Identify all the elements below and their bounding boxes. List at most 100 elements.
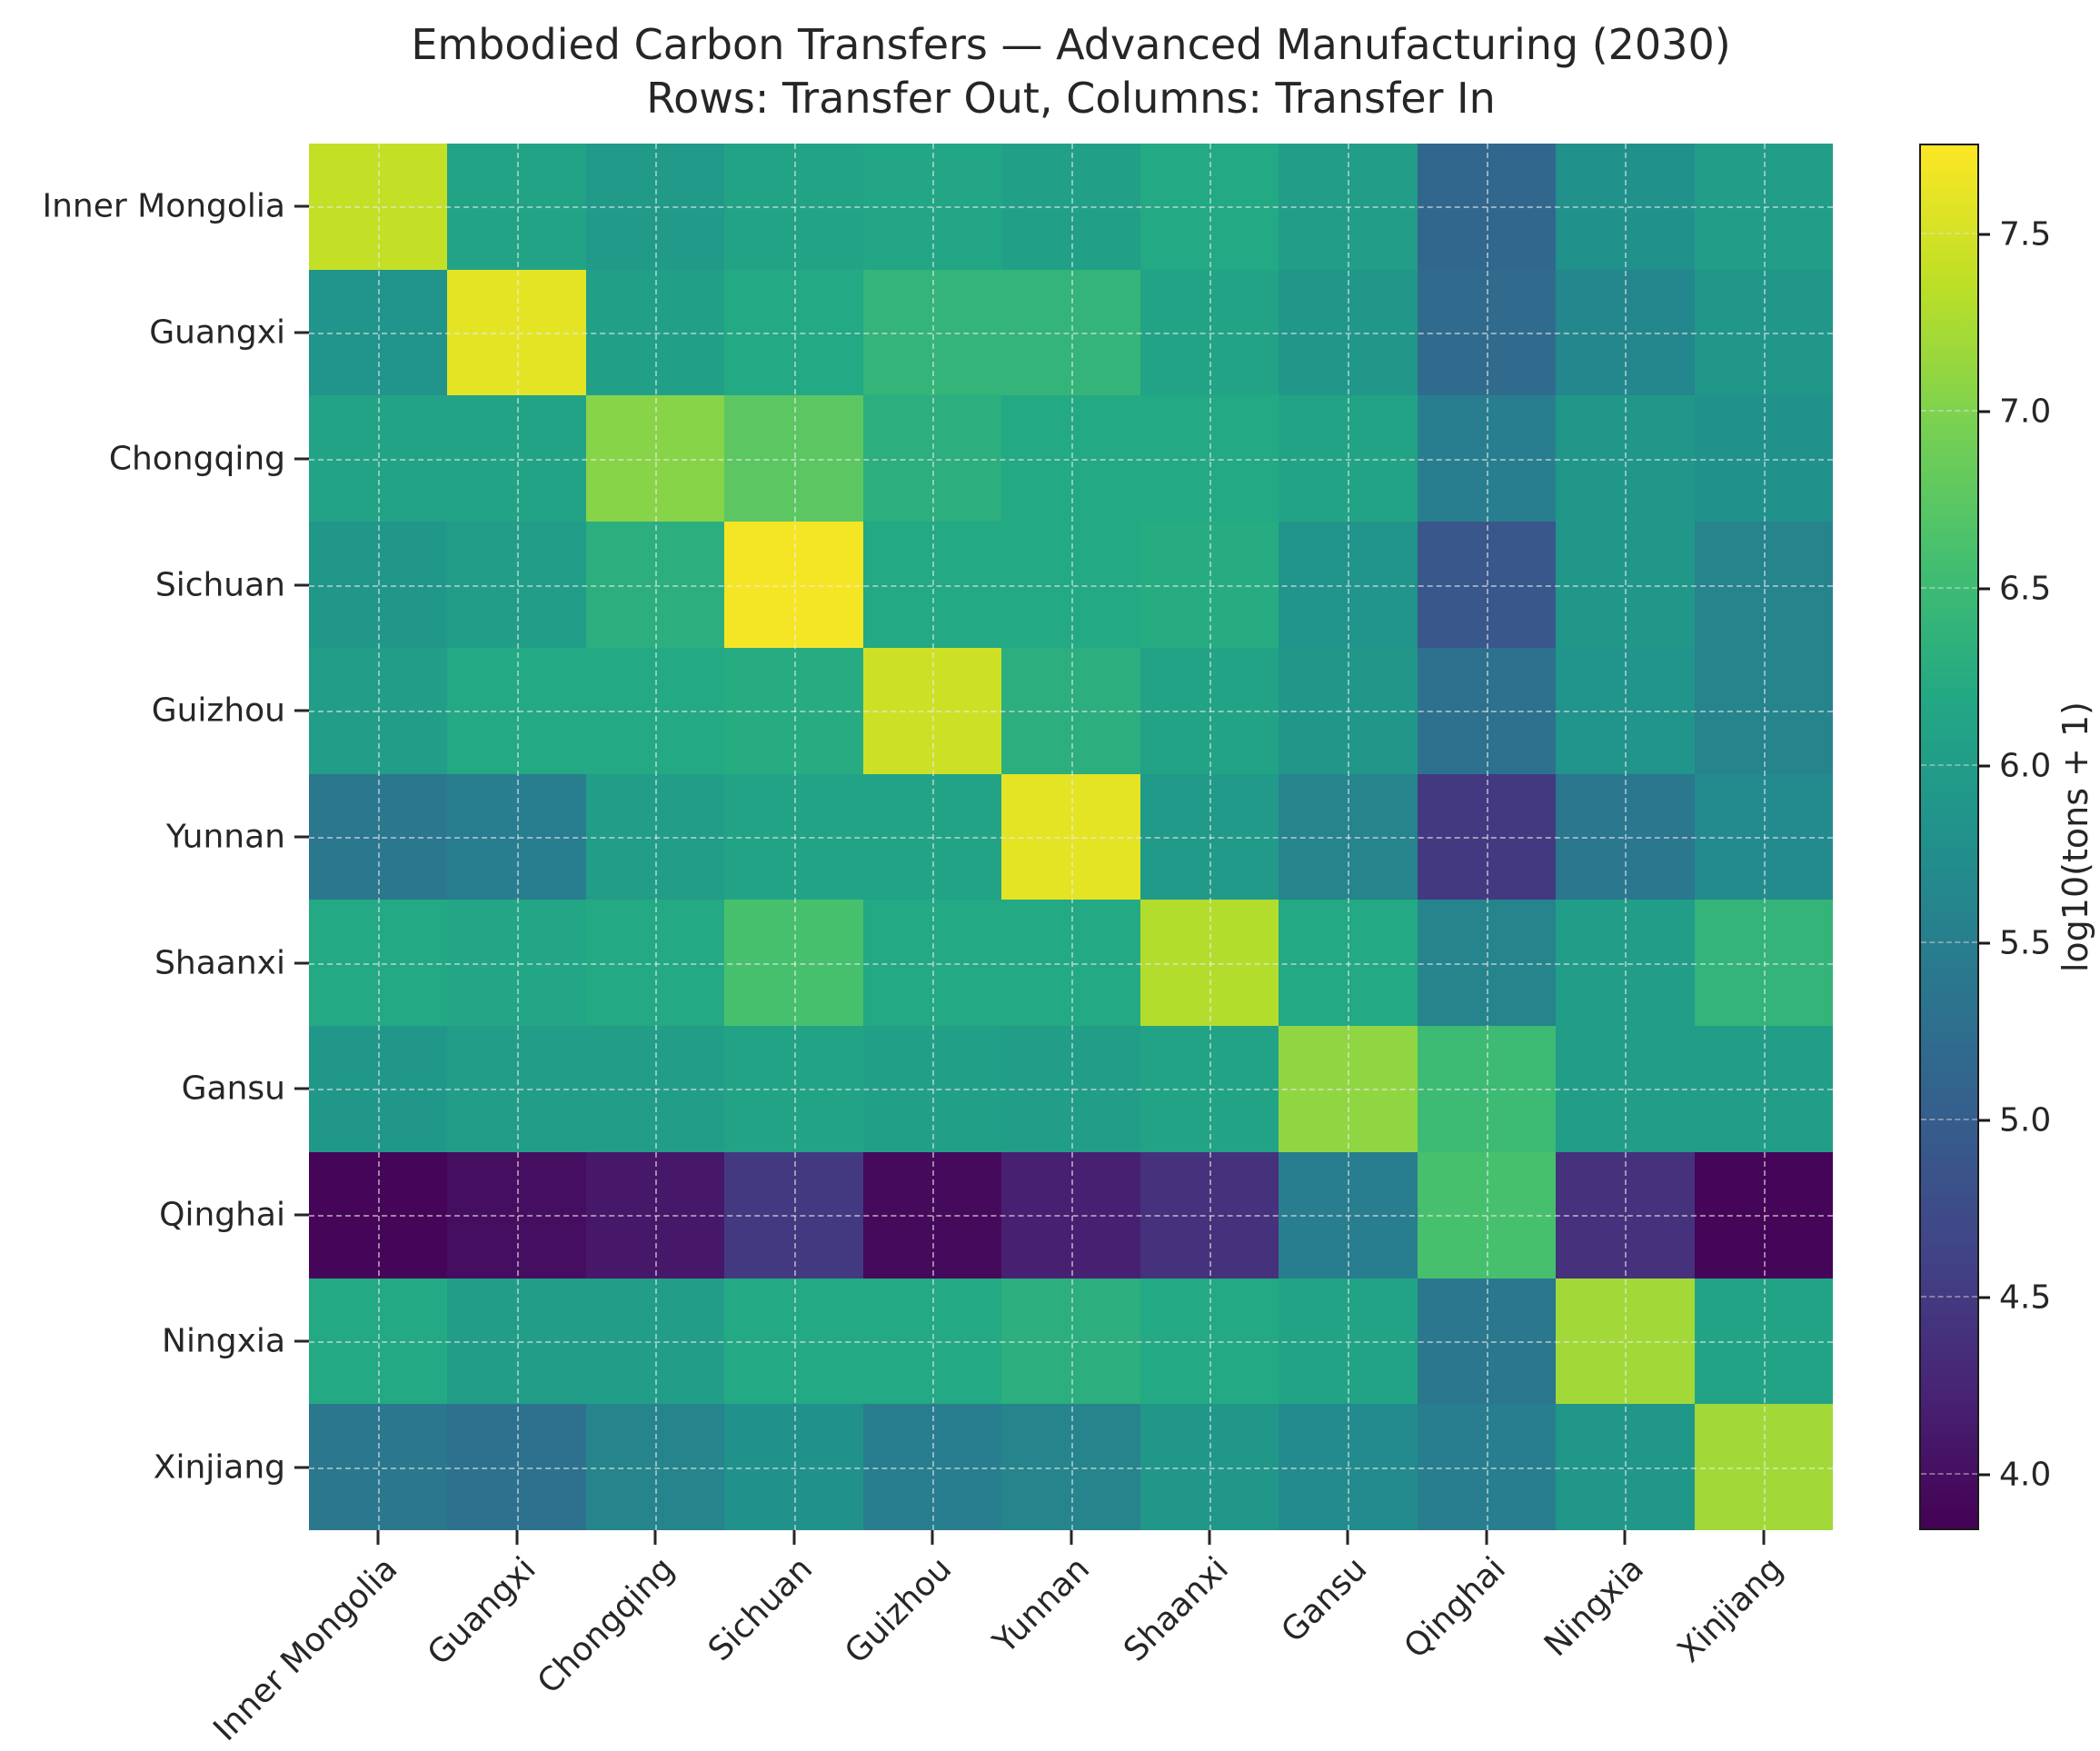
heatmap-cell xyxy=(724,1404,863,1530)
heatmap-cell xyxy=(1417,1026,1557,1152)
heatmap-cell xyxy=(1279,1278,1418,1405)
heatmap-cell xyxy=(1279,395,1418,522)
x-tick-mark xyxy=(1762,1530,1766,1545)
heatmap-cell xyxy=(1417,900,1557,1027)
y-tick-mark xyxy=(294,583,309,587)
heatmap-cell xyxy=(447,1278,586,1405)
y-tick-mark xyxy=(294,331,309,334)
y-axis-label: Ningxia xyxy=(162,1322,285,1360)
heatmap-cell xyxy=(1417,1404,1557,1530)
x-tick-mark xyxy=(1485,1530,1488,1545)
y-tick-mark xyxy=(294,961,309,965)
heatmap-cell xyxy=(724,395,863,522)
heatmap-cell xyxy=(447,1026,586,1152)
x-tick-mark xyxy=(792,1530,796,1545)
heatmap-cell xyxy=(1279,1026,1418,1152)
heatmap-cell xyxy=(1001,1404,1140,1530)
heatmap-cell xyxy=(1556,144,1695,270)
heatmap-cell xyxy=(309,144,448,270)
heatmap-cell xyxy=(1279,269,1418,396)
heatmap-cell xyxy=(1279,1404,1418,1530)
x-tick-mark xyxy=(376,1530,380,1545)
heatmap-cell xyxy=(1140,1278,1279,1405)
heatmap-cell xyxy=(1694,395,1833,522)
chart-title-block: Embodied Carbon Transfers — Advanced Man… xyxy=(309,18,1833,125)
heatmap-cell xyxy=(1556,1151,1695,1278)
x-tick-mark xyxy=(1623,1530,1627,1545)
heatmap-cell xyxy=(309,1026,448,1152)
heatmap-cell xyxy=(585,1026,725,1152)
colorbar-tick-mark xyxy=(1977,410,1990,413)
heatmap-cell xyxy=(1694,647,1833,774)
x-tick-mark xyxy=(515,1530,519,1545)
x-axis-label: Guizhou xyxy=(837,1550,960,1672)
heatmap-cell xyxy=(1001,1278,1140,1405)
heatmap-cell xyxy=(309,395,448,522)
heatmap-cell xyxy=(862,522,1002,648)
heatmap-cell xyxy=(1279,900,1418,1027)
heatmap-cell xyxy=(862,900,1002,1027)
heatmap-cell xyxy=(585,144,725,270)
heatmap-cell xyxy=(724,144,863,270)
colorbar-tick-mark xyxy=(1977,764,1990,768)
heatmap-cell xyxy=(1001,1151,1140,1278)
heatmap-cell xyxy=(1556,395,1695,522)
heatmap-cell xyxy=(585,900,725,1027)
heatmap-cell xyxy=(1001,395,1140,522)
y-axis-label: Chongqing xyxy=(108,440,285,478)
colorbar-tick-label: 7.5 xyxy=(1999,215,2052,254)
heatmap-cell xyxy=(447,144,586,270)
colorbar-gridline xyxy=(1921,1119,1977,1121)
y-axis-label: Guizhou xyxy=(151,691,285,730)
heatmap-cell xyxy=(1417,1278,1557,1405)
y-axis-label: Yunnan xyxy=(165,818,285,856)
y-axis-label: Inner Mongolia xyxy=(42,187,286,225)
heatmap-cell xyxy=(585,1151,725,1278)
heatmap-plot-area xyxy=(294,144,1833,1545)
colorbar-gridline xyxy=(1921,409,1977,412)
y-axis-label: Qinghai xyxy=(159,1196,285,1234)
heatmap-cell xyxy=(1694,1278,1833,1405)
colorbar-tick-label: 5.5 xyxy=(1999,924,2052,962)
heatmap-cell xyxy=(1140,773,1279,900)
chart-subtitle: Rows: Transfer Out, Columns: Transfer In xyxy=(646,73,1496,123)
heatmap-cell xyxy=(1556,522,1695,648)
heatmap-cell xyxy=(309,900,448,1027)
heatmap-cell xyxy=(1694,900,1833,1027)
x-tick-mark xyxy=(653,1530,657,1545)
heatmap-cell xyxy=(1417,522,1557,648)
heatmap-cell xyxy=(309,269,448,396)
heatmap-cell xyxy=(585,522,725,648)
heatmap-cell xyxy=(585,647,725,774)
heatmap-cell xyxy=(447,900,586,1027)
heatmap-cell xyxy=(1001,269,1140,396)
heatmap-cell xyxy=(585,773,725,900)
heatmap-cell xyxy=(1001,144,1140,270)
colorbar-gridline xyxy=(1921,1473,1977,1476)
heatmap-cell xyxy=(447,522,586,648)
colorbar-gridline xyxy=(1921,941,1977,944)
colorbar-tick-mark xyxy=(1977,1119,1990,1122)
heatmap-cell xyxy=(862,1278,1002,1405)
heatmap-cell xyxy=(309,1404,448,1530)
heatmap-cell xyxy=(724,647,863,774)
y-axis-label: Sichuan xyxy=(154,566,285,604)
y-tick-mark xyxy=(294,1087,309,1090)
colorbar-tick-label: 4.0 xyxy=(1999,1456,2052,1494)
colorbar-tick-mark xyxy=(1977,233,1990,236)
y-axis-ticks xyxy=(293,144,309,1530)
heatmap-cell xyxy=(724,1026,863,1152)
heatmap-cell xyxy=(585,1404,725,1530)
x-axis-label: Guangxi xyxy=(420,1550,543,1673)
heatmap-cell xyxy=(724,522,863,648)
heatmap-cell xyxy=(1556,1278,1695,1405)
x-axis-label: Shaanxi xyxy=(1117,1550,1236,1669)
y-tick-mark xyxy=(294,835,309,839)
heatmap-grid xyxy=(309,144,1833,1530)
y-tick-mark xyxy=(294,1339,309,1343)
heatmap-cell xyxy=(724,900,863,1027)
x-tick-mark xyxy=(1208,1530,1211,1545)
heatmap-cell xyxy=(1694,269,1833,396)
colorbar-tick-label: 5.0 xyxy=(1999,1101,2052,1139)
